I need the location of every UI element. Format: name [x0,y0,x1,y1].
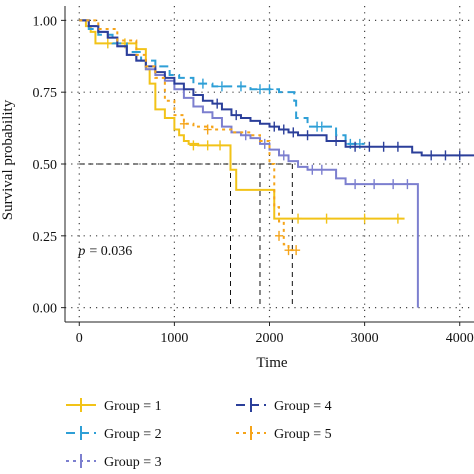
censor-mark [393,213,402,224]
censor-mark [441,150,450,161]
x-axis-title: Time [256,355,287,371]
x-tick-label: 4000 [446,331,474,346]
x-tick-label: 2000 [256,331,284,346]
y-tick-label: 0.00 [33,302,58,317]
x-tick-label: 0 [76,331,83,346]
y-tick-label: 0.50 [33,158,58,173]
censor-mark [308,164,317,175]
survival-curve-group-4 [79,19,474,157]
censor-mark [232,110,241,121]
censor-mark [370,179,379,190]
p-value-annotation: p = 0.036 [77,244,132,259]
censor-mark [265,84,274,95]
censor-mark [275,230,284,241]
censor-mark [351,141,360,152]
survival-curves [79,19,474,308]
legend-item: Group = 2 [66,426,162,442]
censor-mark [393,141,402,152]
legend: Group = 1 Group = 2 Group = 3 Group = 4 Grou… [66,398,332,470]
censor-mark [322,213,331,224]
legend-label: Group = 3 [104,455,162,470]
censor-mark [203,140,212,151]
censor-mark [203,124,212,135]
censor-mark [270,121,279,132]
censor-mark [279,150,288,161]
censor-mark [303,130,312,141]
y-tick-label: 0.75 [33,86,58,101]
series-group-3 [79,19,419,308]
p-symbol: p [77,244,85,259]
legend-item: Group = 5 [236,426,332,442]
censor-mark [284,245,293,256]
median-reference-lines [79,163,293,308]
y-axis-title: Survival probability [0,99,16,220]
censor-mark [236,81,245,92]
censor-mark [389,179,398,190]
censor-mark [179,118,188,129]
censor-mark [216,140,225,151]
censor-mark [189,140,198,151]
legend-item: Group = 1 [66,398,162,414]
censor-mark [294,213,303,224]
legend-label: Group = 1 [104,399,162,414]
censor-mark [317,121,326,132]
series-group-4 [79,19,474,161]
series-group-5 [79,19,301,256]
legend-item: Group = 3 [66,454,162,470]
censor-mark [317,164,326,175]
legend-label: Group = 2 [104,427,162,442]
censor-mark [213,98,222,109]
censor-mark [379,141,388,152]
censor-mark [198,78,207,89]
tick-labels: 0 1000 2000 3000 4000 0.00 0.25 0.50 0.75 1.00 [33,14,474,346]
x-tick-label: 1000 [160,331,188,346]
legend-label: Group = 4 [274,399,332,414]
censor-mark [103,38,112,49]
legend-item: Group = 4 [236,398,332,414]
censor-mark [455,150,464,161]
censor-mark [217,81,226,92]
p-value: = 0.036 [89,244,132,259]
censor-mark [289,127,298,138]
censor-mark [279,124,288,135]
survival-curve-group-5 [79,19,297,252]
censor-mark [292,245,301,256]
censor-mark [360,213,369,224]
series-group-2 [79,19,365,149]
censor-mark [427,150,436,161]
series-group-1 [79,19,405,224]
y-tick-label: 1.00 [33,14,58,29]
censor-mark [260,138,269,149]
legend-label: Group = 5 [274,427,332,442]
x-tick-label: 3000 [351,331,379,346]
censor-mark [403,179,412,190]
censor-mark [351,179,360,190]
survival-curve-group-1 [79,19,405,220]
censor-mark [241,130,250,141]
y-tick-label: 0.25 [33,230,58,245]
censor-mark [365,141,374,152]
censor-mark [332,136,341,147]
survival-curve-group-3 [79,19,419,308]
censor-mark [255,84,264,95]
